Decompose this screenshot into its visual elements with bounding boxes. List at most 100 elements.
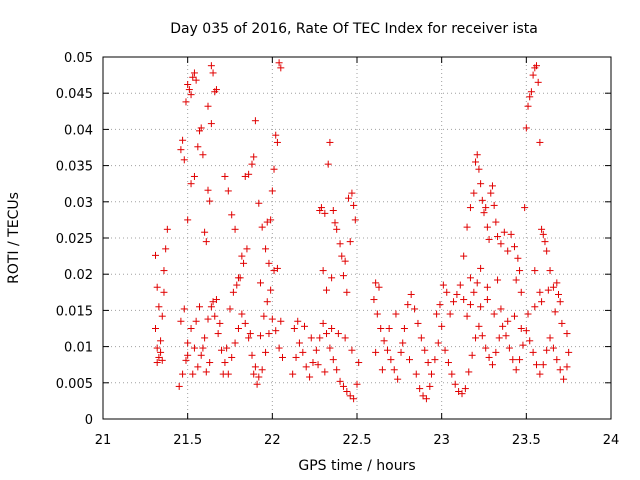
data-point <box>163 225 171 233</box>
y-tick-labels: 0 0.005 0.01 0.015 0.02 0.025 0.03 0.035 0.04 0.0… <box>56 51 93 428</box>
data-point <box>419 392 427 400</box>
data-point <box>538 298 546 306</box>
data-point <box>348 346 356 354</box>
y-tick-label: 0.005 <box>56 377 93 392</box>
data-point <box>278 353 286 361</box>
data-point <box>341 334 349 342</box>
data-point <box>412 370 420 378</box>
data-point <box>157 348 165 356</box>
data-point <box>353 380 361 388</box>
data-point <box>275 344 283 352</box>
data-point <box>197 351 205 359</box>
data-point <box>478 332 486 340</box>
data-point <box>468 351 476 359</box>
data-point <box>189 73 197 81</box>
data-point <box>207 62 215 70</box>
data-point <box>477 303 485 311</box>
data-point <box>206 197 214 205</box>
data-point <box>212 296 220 304</box>
data-point <box>487 189 495 197</box>
data-point <box>190 344 198 352</box>
data-point <box>448 370 456 378</box>
data-point <box>499 322 507 330</box>
data-point <box>565 348 573 356</box>
data-point <box>343 387 351 395</box>
data-point <box>539 230 547 238</box>
data-point <box>187 180 195 188</box>
data-point <box>553 356 561 364</box>
data-point <box>538 225 546 233</box>
data-point <box>517 288 525 296</box>
data-point <box>256 279 264 287</box>
data-point <box>324 160 332 168</box>
data-point <box>460 296 468 304</box>
data-point <box>465 368 473 376</box>
x-tick-label: 21 <box>95 433 112 448</box>
data-point <box>456 281 464 289</box>
data-point <box>187 91 195 99</box>
data-point <box>563 363 571 371</box>
data-point <box>263 298 271 306</box>
data-point <box>184 351 192 359</box>
data-point <box>534 78 542 86</box>
data-point <box>157 337 165 345</box>
data-point <box>189 370 197 378</box>
data-point <box>234 325 242 332</box>
data-point <box>434 339 442 347</box>
data-point <box>262 245 270 253</box>
data-point <box>255 199 263 207</box>
data-point <box>375 283 383 291</box>
data-point <box>519 341 527 349</box>
data-point <box>466 301 474 309</box>
data-point <box>560 375 568 383</box>
data-point <box>517 325 525 332</box>
data-point <box>312 346 320 354</box>
data-point <box>532 361 540 369</box>
data-point <box>214 330 222 338</box>
data-point <box>522 124 530 132</box>
data-point <box>319 267 327 275</box>
data-point <box>536 138 544 146</box>
data-point <box>497 305 505 313</box>
data-point <box>495 334 503 342</box>
data-point <box>245 334 253 342</box>
data-point <box>175 382 183 390</box>
data-point <box>541 238 549 246</box>
data-point <box>190 172 198 180</box>
data-point <box>350 201 358 209</box>
data-point <box>268 187 276 195</box>
data-point <box>421 346 429 354</box>
data-point <box>497 240 505 248</box>
data-point <box>399 339 407 347</box>
data-point <box>482 204 490 212</box>
data-point <box>500 228 508 236</box>
x-tick-label: 23 <box>433 433 450 448</box>
data-point <box>185 86 193 94</box>
y-tick-label: 0.05 <box>64 51 93 66</box>
data-point <box>182 356 190 364</box>
data-point <box>268 315 276 323</box>
data-point <box>556 366 564 374</box>
data-point <box>241 319 249 327</box>
data-point <box>258 223 266 231</box>
x-tick-label: 23.5 <box>512 433 541 448</box>
data-point <box>477 264 485 272</box>
data-point <box>207 303 215 311</box>
y-tick-label: 0.03 <box>64 196 93 211</box>
data-point <box>531 267 539 275</box>
data-point <box>470 288 478 296</box>
data-point <box>490 201 498 209</box>
data-point <box>387 356 395 364</box>
data-point <box>272 131 280 139</box>
y-tick-label: 0.01 <box>64 341 93 356</box>
data-point <box>212 86 220 94</box>
data-point <box>197 124 205 132</box>
data-point <box>450 298 458 306</box>
data-point <box>482 344 490 352</box>
data-point <box>199 344 207 352</box>
data-point <box>444 359 452 367</box>
data-point <box>294 317 302 325</box>
data-point <box>317 204 325 212</box>
data-point <box>355 359 363 367</box>
data-point <box>531 303 539 311</box>
